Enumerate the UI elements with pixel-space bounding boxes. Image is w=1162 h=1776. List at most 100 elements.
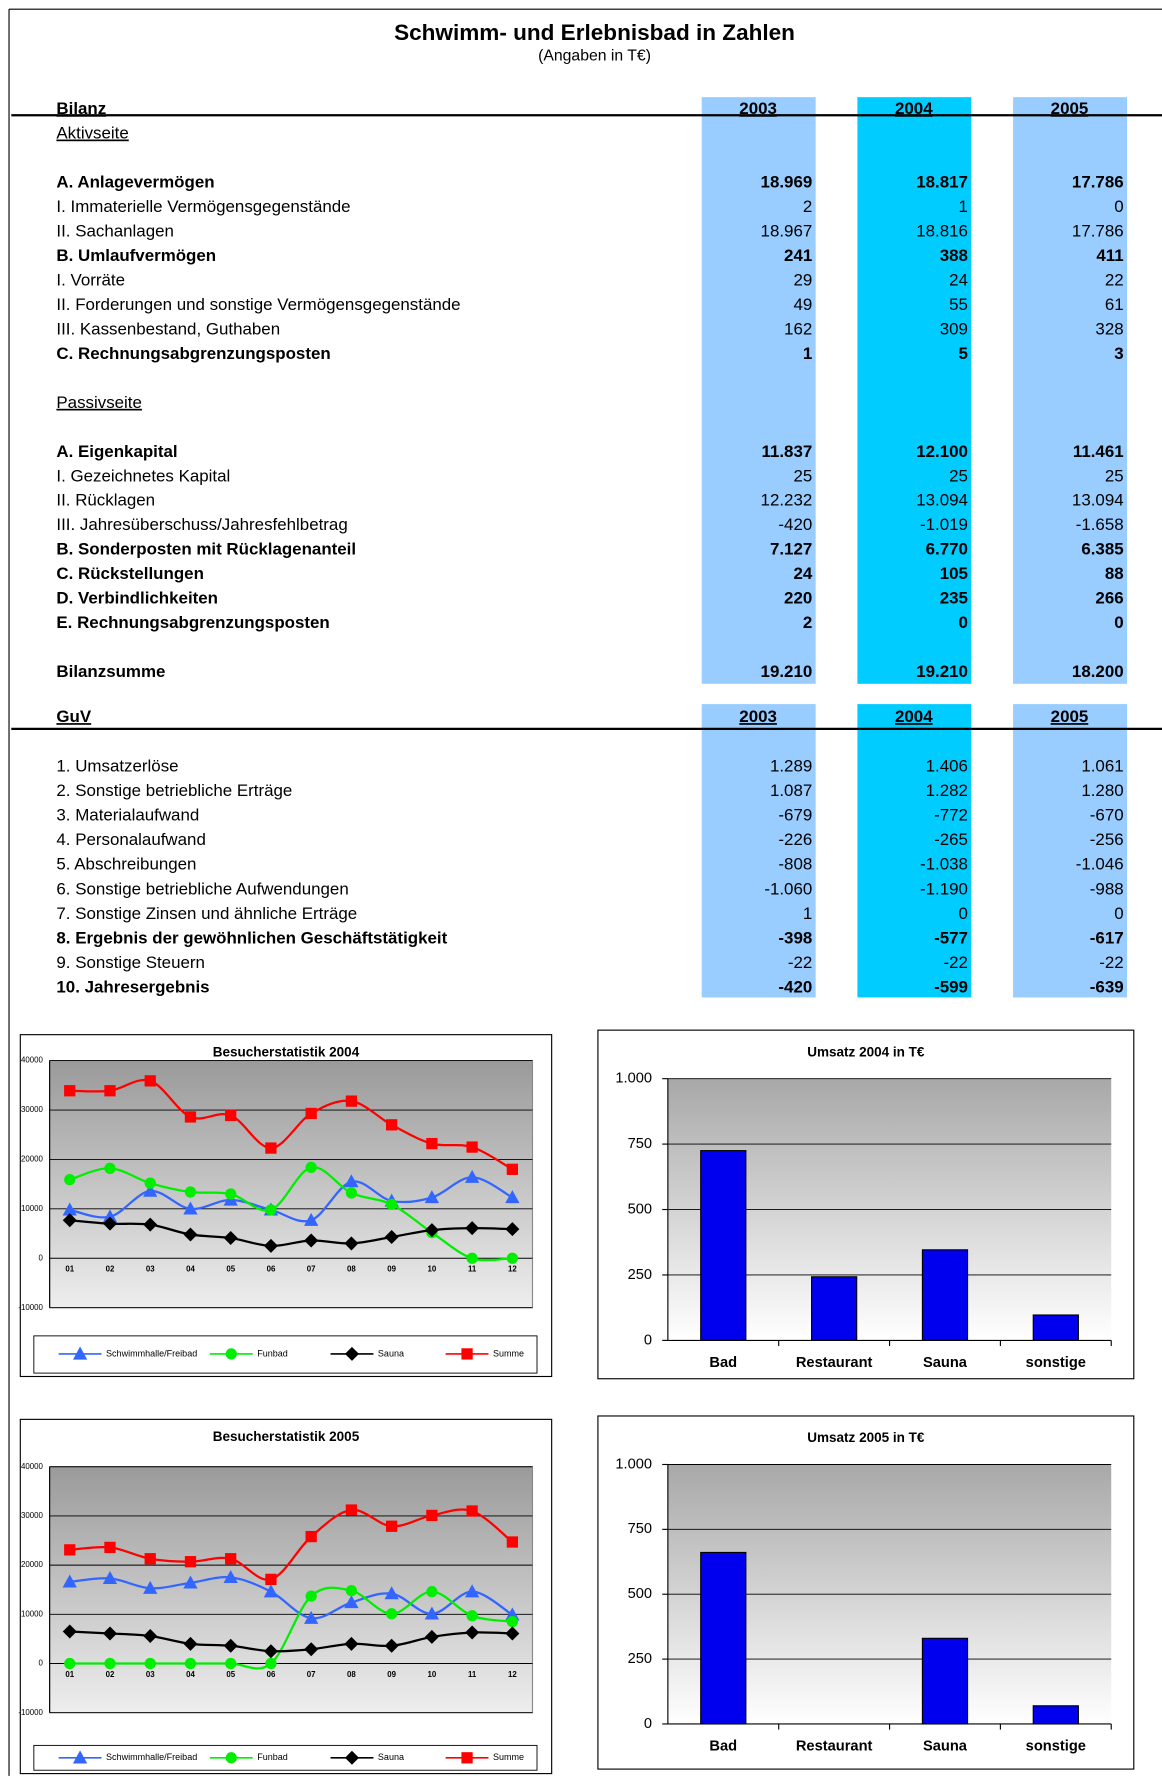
- row-label: B. Sonderposten mit Rücklagenanteil: [56, 540, 356, 559]
- cell-value: 3: [1114, 344, 1123, 363]
- marker: [506, 1252, 519, 1264]
- marker: [225, 1553, 237, 1565]
- x-tick-label: 12: [508, 1670, 517, 1679]
- marker: [305, 1590, 317, 1602]
- cell-value: 18.200: [1072, 662, 1124, 681]
- marker: [143, 1217, 158, 1232]
- x-tick-label: 09: [387, 1265, 396, 1274]
- marker: [426, 1509, 438, 1522]
- plot-area: [49, 1060, 534, 1309]
- cell-value: 11.837: [761, 442, 812, 461]
- cell-value: 19.210: [761, 662, 813, 681]
- row-label: A. Eigenkapital: [56, 442, 177, 461]
- marker: [62, 1574, 77, 1588]
- marker: [64, 1657, 76, 1670]
- y-tick-label: -10000: [18, 1708, 43, 1717]
- cell-value: -670: [1090, 805, 1124, 824]
- cell-value: -599: [934, 978, 968, 997]
- cell-value: 29: [793, 270, 812, 289]
- marker: [386, 1520, 398, 1532]
- x-tick-label: Restaurant: [796, 1738, 873, 1754]
- marker: [64, 1174, 76, 1186]
- cell-value: 1.061: [1081, 756, 1123, 775]
- cell-value: 388: [940, 246, 968, 265]
- plot-area: [49, 1466, 534, 1714]
- cell-value: -808: [778, 855, 812, 874]
- cell-value: 1: [803, 344, 812, 363]
- y-tick-label: 40000: [21, 1462, 44, 1471]
- legend-label: Funbad: [257, 1348, 288, 1358]
- cell-value: 0: [959, 904, 968, 923]
- marker: [263, 1238, 278, 1253]
- marker: [104, 1657, 116, 1670]
- bar: [1032, 1314, 1079, 1341]
- y-tick-label: 0: [38, 1659, 43, 1668]
- y-tick-label: -10000: [18, 1303, 43, 1312]
- x-tick-label: 06: [267, 1670, 276, 1679]
- marker: [466, 1141, 478, 1153]
- x-tick-label: 08: [347, 1670, 356, 1679]
- marker: [104, 1162, 116, 1174]
- marker: [184, 1556, 197, 1568]
- cell-value: 24: [793, 564, 812, 583]
- cell-value: 0: [1114, 197, 1123, 216]
- y-tick-label: 750: [628, 1136, 652, 1152]
- marker: [305, 1530, 317, 1543]
- year-band: [857, 97, 972, 684]
- year-header: 2003: [739, 707, 777, 726]
- marker: [384, 1586, 399, 1600]
- marker: [144, 1657, 156, 1670]
- cell-value: -639: [1090, 978, 1124, 997]
- chart-title: Umsatz 2004 in T€: [807, 1044, 925, 1059]
- legend-label: Schwimmhalle/Freibad: [106, 1752, 197, 1762]
- section-label: Aktivseite: [56, 124, 128, 143]
- y-tick-label: 0: [38, 1253, 43, 1262]
- marker: [225, 1657, 237, 1670]
- chart-title: Umsatz 2005 in T€: [807, 1430, 925, 1445]
- marker: [344, 1174, 359, 1188]
- cell-value: 25: [949, 466, 968, 485]
- marker: [64, 1085, 76, 1097]
- cell-value: -617: [1090, 928, 1124, 947]
- marker: [102, 1571, 118, 1585]
- marker: [345, 1095, 358, 1107]
- cell-value: 17.786: [1072, 172, 1124, 191]
- cell-value: 105: [940, 564, 968, 583]
- x-tick-label: 02: [106, 1265, 115, 1274]
- row-label: I. Gezeichnetes Kapital: [56, 466, 230, 485]
- cell-value: -1.658: [1076, 515, 1124, 534]
- cell-value: -22: [944, 953, 968, 972]
- row-label: II. Sachanlagen: [56, 221, 174, 240]
- cell-value: 220: [784, 589, 812, 608]
- cell-value: -1.038: [920, 855, 968, 874]
- cell-value: -420: [778, 515, 812, 534]
- row-label: 9. Sonstige Steuern: [56, 953, 205, 972]
- x-tick-label: 07: [307, 1670, 316, 1679]
- marker: [345, 1585, 358, 1597]
- cell-value: 7.127: [770, 540, 812, 559]
- marker: [62, 1213, 77, 1228]
- legend-marker: [344, 1750, 359, 1765]
- cell-value: 1: [959, 197, 968, 216]
- cell-value: 22: [1105, 270, 1124, 289]
- legend-marker: [461, 1752, 473, 1764]
- table-header: GuV: [56, 707, 91, 726]
- cell-value: 1.280: [1081, 781, 1123, 800]
- marker: [304, 1212, 319, 1226]
- marker: [184, 1111, 197, 1123]
- legend-label: Summe: [493, 1752, 524, 1762]
- row-label: 5. Abschreibungen: [56, 855, 196, 874]
- y-tick-label: 1.000: [615, 1071, 652, 1087]
- marker: [426, 1586, 438, 1598]
- cell-value: 0: [959, 613, 968, 632]
- row-label: B. Umlaufvermögen: [56, 246, 216, 265]
- x-tick-label: 05: [226, 1670, 235, 1679]
- year-header: 2004: [895, 707, 933, 726]
- y-tick-label: 30000: [21, 1105, 44, 1114]
- y-tick-label: 10000: [21, 1204, 44, 1213]
- cell-value: 17.786: [1072, 221, 1124, 240]
- marker: [466, 1610, 478, 1622]
- row-label: II. Forderungen und sonstige Vermögensge…: [56, 295, 460, 314]
- y-tick-label: 40000: [21, 1056, 44, 1065]
